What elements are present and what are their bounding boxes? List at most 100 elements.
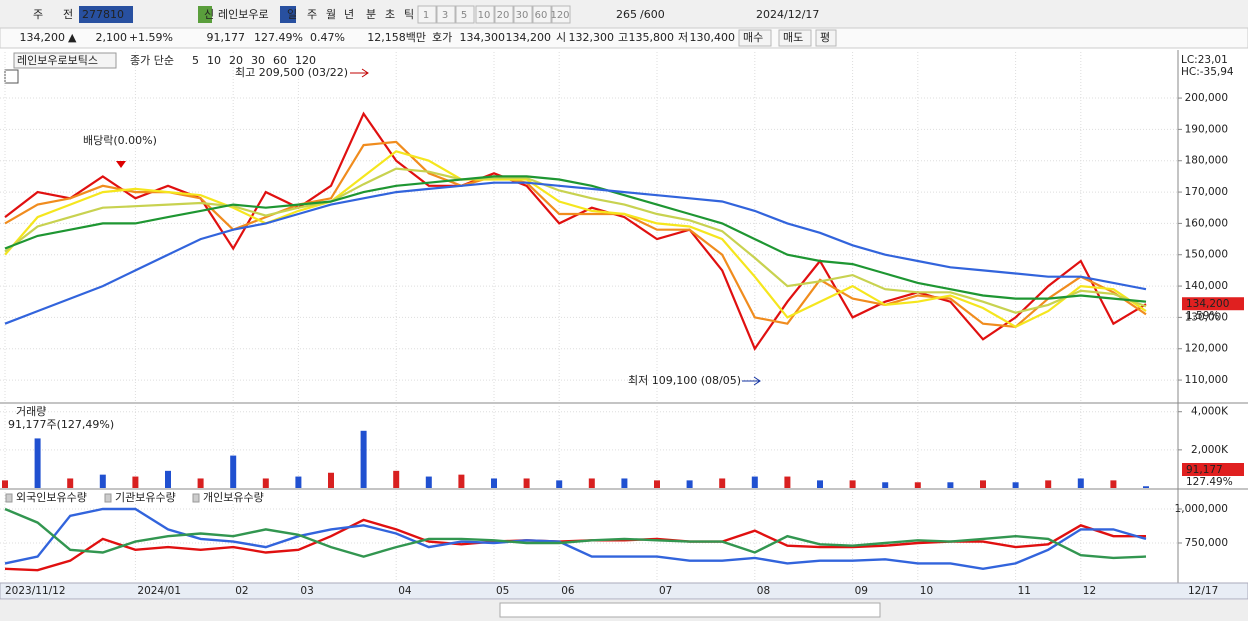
panel-subtitle: 91,177주(127,49%) — [8, 418, 114, 431]
order-btn[interactable] — [738, 29, 772, 47]
table-icon[interactable] — [4, 69, 19, 84]
volume-bar — [230, 455, 237, 488]
volume-bar — [817, 480, 823, 488]
volume-bar — [328, 472, 334, 488]
info-item: 134,200 — [506, 31, 552, 44]
y-tick-label: 170,000 — [1185, 186, 1228, 198]
info-item[interactable]: 평 — [820, 31, 830, 44]
volume-bar — [262, 478, 269, 488]
legend-prefix: 종가 단순 — [130, 54, 174, 67]
period-btn[interactable] — [532, 5, 552, 24]
toolbar-item[interactable]: 전 — [63, 8, 73, 21]
volume-bar — [523, 478, 530, 488]
legend-entry: 60 — [273, 54, 287, 67]
order-btn[interactable] — [815, 29, 837, 47]
x-tick-label: 06 — [561, 585, 575, 597]
toolbar-item[interactable]: 레인보우로 — [218, 8, 269, 21]
panel-title: 거래량 — [16, 405, 46, 418]
volume-bar — [360, 430, 367, 488]
toolbar-item[interactable]: 신 — [204, 8, 214, 21]
toolbar-item[interactable]: 1 — [423, 10, 429, 21]
info-item: 134,300 — [460, 31, 506, 44]
period-btn[interactable] — [513, 5, 533, 24]
info-item: 91,177 — [207, 31, 246, 44]
legend-swatch — [104, 493, 112, 503]
volume-bar — [621, 478, 628, 488]
code-input[interactable] — [79, 6, 133, 23]
x-tick-label: 2024/01 — [137, 585, 181, 597]
new-badge — [198, 6, 212, 23]
toolbar-item[interactable]: 20 — [497, 10, 510, 21]
volume-bar — [2, 480, 8, 488]
toolbar-item[interactable]: 30 — [516, 10, 529, 21]
period-btn[interactable] — [436, 5, 456, 24]
x-tick-label: 2023/11/12 — [5, 585, 66, 597]
volume-bar — [719, 478, 726, 488]
legend-swatch — [5, 493, 13, 503]
volume-bar — [1077, 478, 1084, 488]
toolbar-item[interactable]: 60 — [535, 10, 548, 21]
period-btn[interactable] — [455, 5, 475, 24]
toolbar-item[interactable]: 주 — [33, 8, 43, 21]
legend-entry: 외국인보유수량 — [16, 491, 87, 504]
info-item: 0.47% — [310, 31, 345, 44]
toolbar-item[interactable]: 틱 — [404, 8, 414, 21]
info-item[interactable]: 매수 — [743, 31, 763, 44]
toolbar-item[interactable]: 277810 — [82, 8, 124, 21]
x-tick-label: 09 — [855, 585, 868, 597]
x-tick-label: 03 — [300, 585, 313, 597]
toolbar-item[interactable]: 3 — [442, 10, 448, 21]
order-btn[interactable] — [778, 29, 812, 47]
y-tick-label: 750,000 — [1185, 537, 1228, 549]
volume-bar — [165, 470, 171, 488]
volume-bar — [1012, 482, 1019, 488]
legend-swatch — [192, 493, 200, 503]
toolbar-item[interactable]: 10 — [478, 10, 491, 21]
series-line — [4, 507, 1147, 560]
toolbar-item[interactable]: 월 — [326, 8, 336, 21]
y-tick-label: 140,000 — [1185, 280, 1228, 292]
volume-bar — [1110, 480, 1117, 488]
legend-entry: 5 — [192, 54, 199, 67]
annotation: 배당락(0.00%) — [83, 134, 157, 147]
info-item: 고 — [618, 31, 628, 44]
volume-bar — [1045, 480, 1052, 488]
info-item: ▲ — [68, 31, 77, 44]
scroll-thumb[interactable] — [499, 602, 881, 618]
volume-bar — [425, 476, 432, 488]
toolbar-item[interactable]: 분 — [366, 8, 376, 21]
volume-bar — [849, 480, 856, 488]
toolbar-item[interactable]: 5 — [461, 10, 467, 21]
y-tick-label: 2,000K — [1191, 444, 1229, 456]
x-tick-label: 02 — [235, 585, 248, 597]
toolbar-item[interactable]: 265 — [616, 8, 637, 21]
toolbar-item[interactable]: 년 — [344, 8, 354, 21]
y-tick-label: 4,000K — [1191, 406, 1229, 418]
period-btn[interactable] — [551, 5, 571, 24]
legend-entry: 10 — [207, 54, 221, 67]
period-btn[interactable] — [475, 5, 495, 24]
x-tick-label: 04 — [398, 585, 412, 597]
info-item[interactable]: 매도 — [783, 31, 803, 44]
info-item: 127.49% — [254, 31, 303, 44]
arrow — [116, 161, 126, 168]
toolbar-item[interactable]: 주 — [307, 8, 317, 21]
x-tick-label: 11 — [1018, 585, 1031, 597]
x-tick-label: 12 — [1083, 585, 1096, 597]
toolbar-item[interactable]: /600 — [640, 8, 665, 21]
period-btn[interactable] — [417, 5, 437, 24]
toolbar-item[interactable]: 초 — [385, 8, 395, 21]
toolbar-item[interactable]: 2024/12/17 — [756, 8, 819, 21]
toolbar-item[interactable]: 일 — [287, 7, 297, 21]
legend-entry: 기관보유수량 — [115, 491, 176, 504]
y-tick-label: 1,000,000 — [1175, 503, 1228, 515]
info-item: 호가 — [432, 31, 452, 44]
toolbar-item[interactable]: 120 — [550, 10, 569, 21]
volume-bar — [686, 480, 693, 488]
info-item: 저 — [678, 31, 688, 44]
period-btn[interactable] — [494, 5, 514, 24]
y-tick-label: 180,000 — [1185, 155, 1228, 167]
day-btn[interactable] — [280, 6, 296, 23]
volume-bar — [1143, 486, 1149, 488]
